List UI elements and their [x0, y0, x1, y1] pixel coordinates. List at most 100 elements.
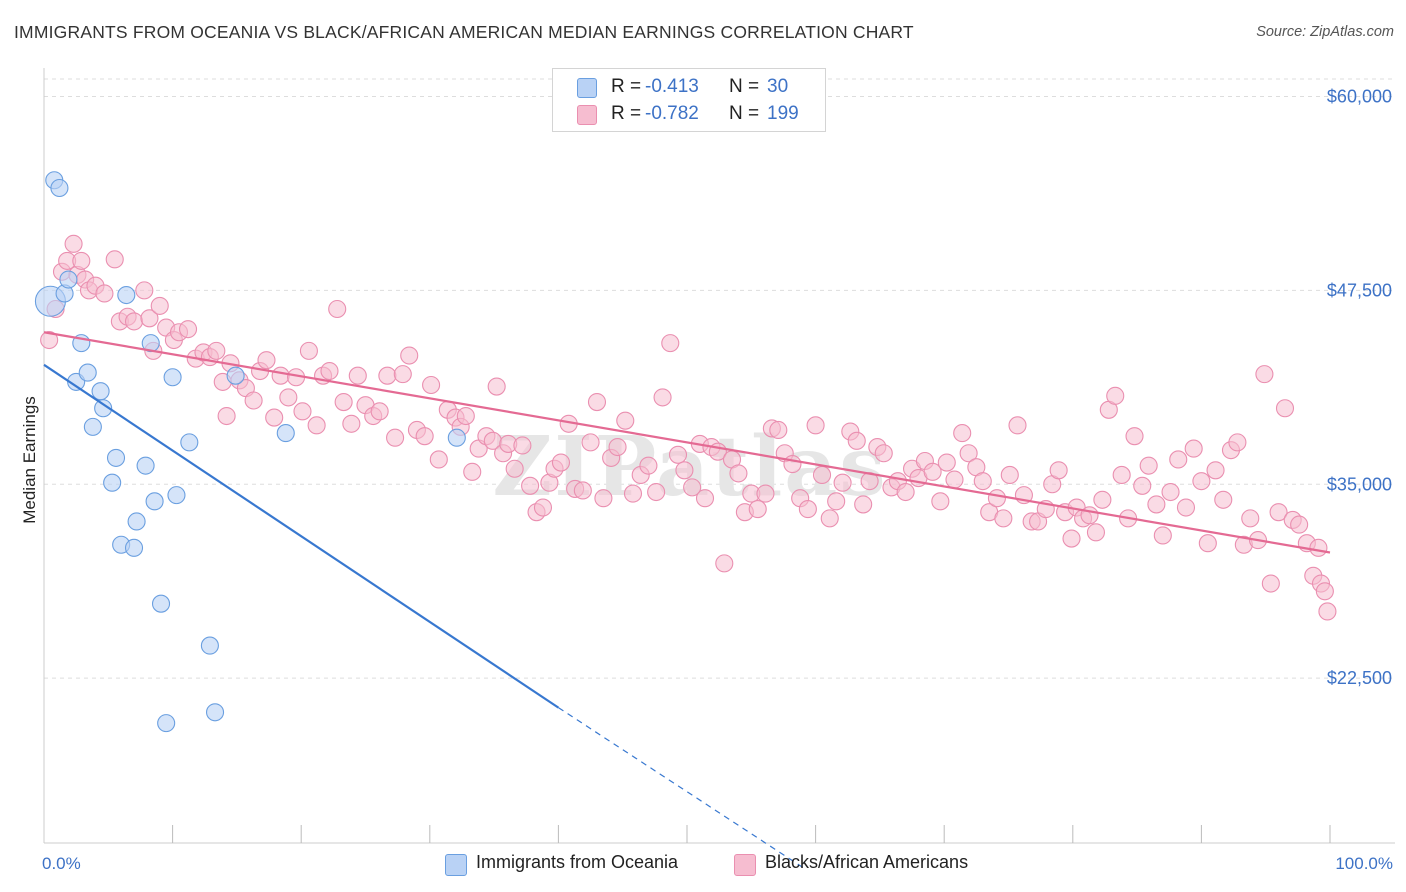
- data-point-blacks: [573, 481, 592, 500]
- data-point-blacks: [207, 341, 226, 360]
- data-point-oceania: [106, 448, 126, 467]
- data-point-blacks: [806, 416, 825, 435]
- data-point-blacks: [769, 420, 788, 440]
- data-point-blacks: [1125, 427, 1144, 446]
- data-point-blacks: [594, 489, 613, 508]
- data-point-blacks: [1192, 472, 1211, 491]
- data-point-blacks: [40, 330, 59, 350]
- bottom-legend-swatch-oceania: [445, 854, 467, 876]
- data-point-blacks: [987, 489, 1006, 508]
- data-point-blacks: [661, 334, 680, 353]
- data-point-blacks: [370, 402, 389, 421]
- data-point-blacks: [342, 414, 361, 433]
- y-tick-label: $35,000: [1327, 474, 1392, 494]
- data-point-blacks: [150, 296, 169, 315]
- data-point-blacks: [1214, 490, 1233, 509]
- data-point-blacks: [105, 250, 124, 269]
- data-point-blacks: [937, 453, 956, 472]
- data-point-blacks: [945, 470, 964, 489]
- data-point-oceania: [226, 366, 245, 385]
- y-axis-label: Median Earnings: [20, 396, 39, 524]
- source-label: Source: ZipAtlas.com: [1256, 24, 1394, 40]
- data-point-blacks: [513, 436, 532, 455]
- data-point-blacks: [874, 444, 893, 463]
- data-point-oceania: [50, 178, 69, 198]
- x-tick-label: 100.0%: [1335, 854, 1393, 873]
- data-point-blacks: [1133, 476, 1152, 495]
- data-point-blacks: [923, 462, 942, 481]
- trend-line-oceania-extrapolated: [558, 707, 804, 868]
- data-point-blacks: [729, 464, 748, 483]
- data-point-blacks: [1093, 490, 1112, 509]
- data-point-blacks: [1255, 365, 1274, 384]
- data-point-blacks: [386, 428, 405, 447]
- data-point-oceania: [91, 382, 110, 401]
- data-point-blacks: [307, 416, 326, 435]
- data-point-oceania: [205, 703, 225, 722]
- bottom-legend-blacks: Blacks/African Americans: [765, 852, 969, 872]
- data-point-blacks: [973, 472, 992, 491]
- data-point-blacks: [1176, 498, 1196, 517]
- data-point-blacks: [279, 388, 298, 407]
- data-point-blacks: [1086, 523, 1105, 542]
- data-point-blacks: [756, 484, 775, 503]
- data-point-blacks: [415, 427, 434, 446]
- data-point-blacks: [1000, 465, 1019, 485]
- data-point-blacks: [551, 453, 571, 472]
- x-tick-labels: 0.0% 100.0%: [42, 854, 1393, 873]
- data-point-blacks: [820, 509, 839, 528]
- data-point-oceania: [180, 433, 199, 452]
- data-point-blacks: [847, 431, 866, 450]
- data-point-blacks: [896, 482, 915, 502]
- trend-line-blacks: [43, 331, 1331, 554]
- data-point-blacks: [320, 361, 339, 381]
- data-point-blacks: [328, 299, 347, 319]
- data-point-blacks: [675, 461, 694, 480]
- y-tick-label: $47,500: [1327, 280, 1392, 300]
- data-point-blacks: [953, 424, 972, 443]
- legend-n-value: 199: [767, 103, 799, 124]
- data-point-blacks: [1169, 450, 1188, 469]
- data-point-blacks: [647, 482, 666, 502]
- data-point-blacks: [533, 498, 553, 517]
- data-point-oceania: [163, 368, 182, 387]
- data-point-blacks: [124, 312, 144, 331]
- data-point-blacks: [833, 473, 852, 492]
- data-point-blacks: [393, 365, 412, 384]
- data-point-blacks: [854, 495, 873, 514]
- bottom-legend-swatch-blacks: [734, 854, 756, 876]
- data-point-blacks: [827, 492, 846, 511]
- data-point-blacks: [257, 351, 276, 370]
- data-point-blacks: [1206, 461, 1225, 480]
- data-point-oceania: [276, 424, 295, 443]
- data-point-blacks: [623, 484, 643, 503]
- data-point-blacks: [715, 554, 734, 573]
- data-point-blacks: [487, 377, 506, 396]
- data-point-blacks: [668, 445, 688, 464]
- data-point-oceania: [117, 285, 136, 305]
- data-point-blacks: [1161, 482, 1180, 502]
- data-point-blacks: [1318, 602, 1337, 621]
- data-point-blacks: [959, 444, 978, 463]
- data-point-blacks: [1184, 439, 1203, 458]
- data-point-blacks: [293, 402, 312, 421]
- data-point-blacks: [1153, 526, 1172, 545]
- data-point-blacks: [1275, 399, 1295, 418]
- legend-r-value: -0.782: [645, 103, 699, 124]
- correlation-legend: R = -0.413 N = 30 R = -0.782 N = 199: [552, 68, 826, 132]
- data-point-oceania: [145, 492, 164, 511]
- data-point-blacks: [653, 388, 672, 407]
- data-point-blacks: [334, 393, 353, 412]
- trend-lines: [43, 331, 1331, 868]
- data-point-blacks: [64, 234, 83, 253]
- data-point-blacks: [456, 406, 475, 426]
- data-point-blacks: [748, 500, 767, 519]
- data-point-blacks: [378, 366, 397, 385]
- data-point-blacks: [1269, 503, 1288, 522]
- data-point-blacks: [812, 465, 832, 485]
- data-point-blacks: [1049, 461, 1068, 480]
- legend-swatch-pink: [577, 105, 597, 125]
- data-point-blacks: [587, 393, 607, 412]
- data-point-blacks: [1139, 456, 1158, 475]
